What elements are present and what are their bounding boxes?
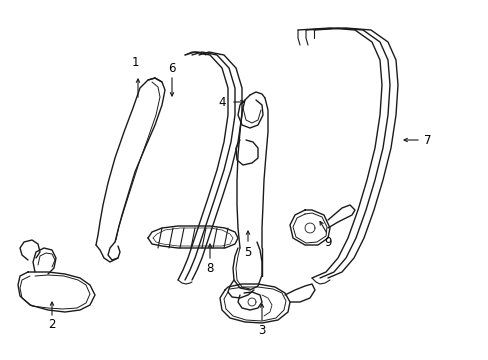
Text: 3: 3: [258, 324, 265, 337]
Text: 6: 6: [168, 62, 175, 75]
Text: 5: 5: [244, 246, 251, 258]
Text: 4: 4: [218, 95, 225, 108]
Text: 9: 9: [324, 235, 331, 248]
Text: 2: 2: [48, 319, 56, 332]
Text: 8: 8: [206, 261, 213, 274]
Text: 1: 1: [131, 55, 139, 68]
Text: 7: 7: [424, 134, 431, 147]
